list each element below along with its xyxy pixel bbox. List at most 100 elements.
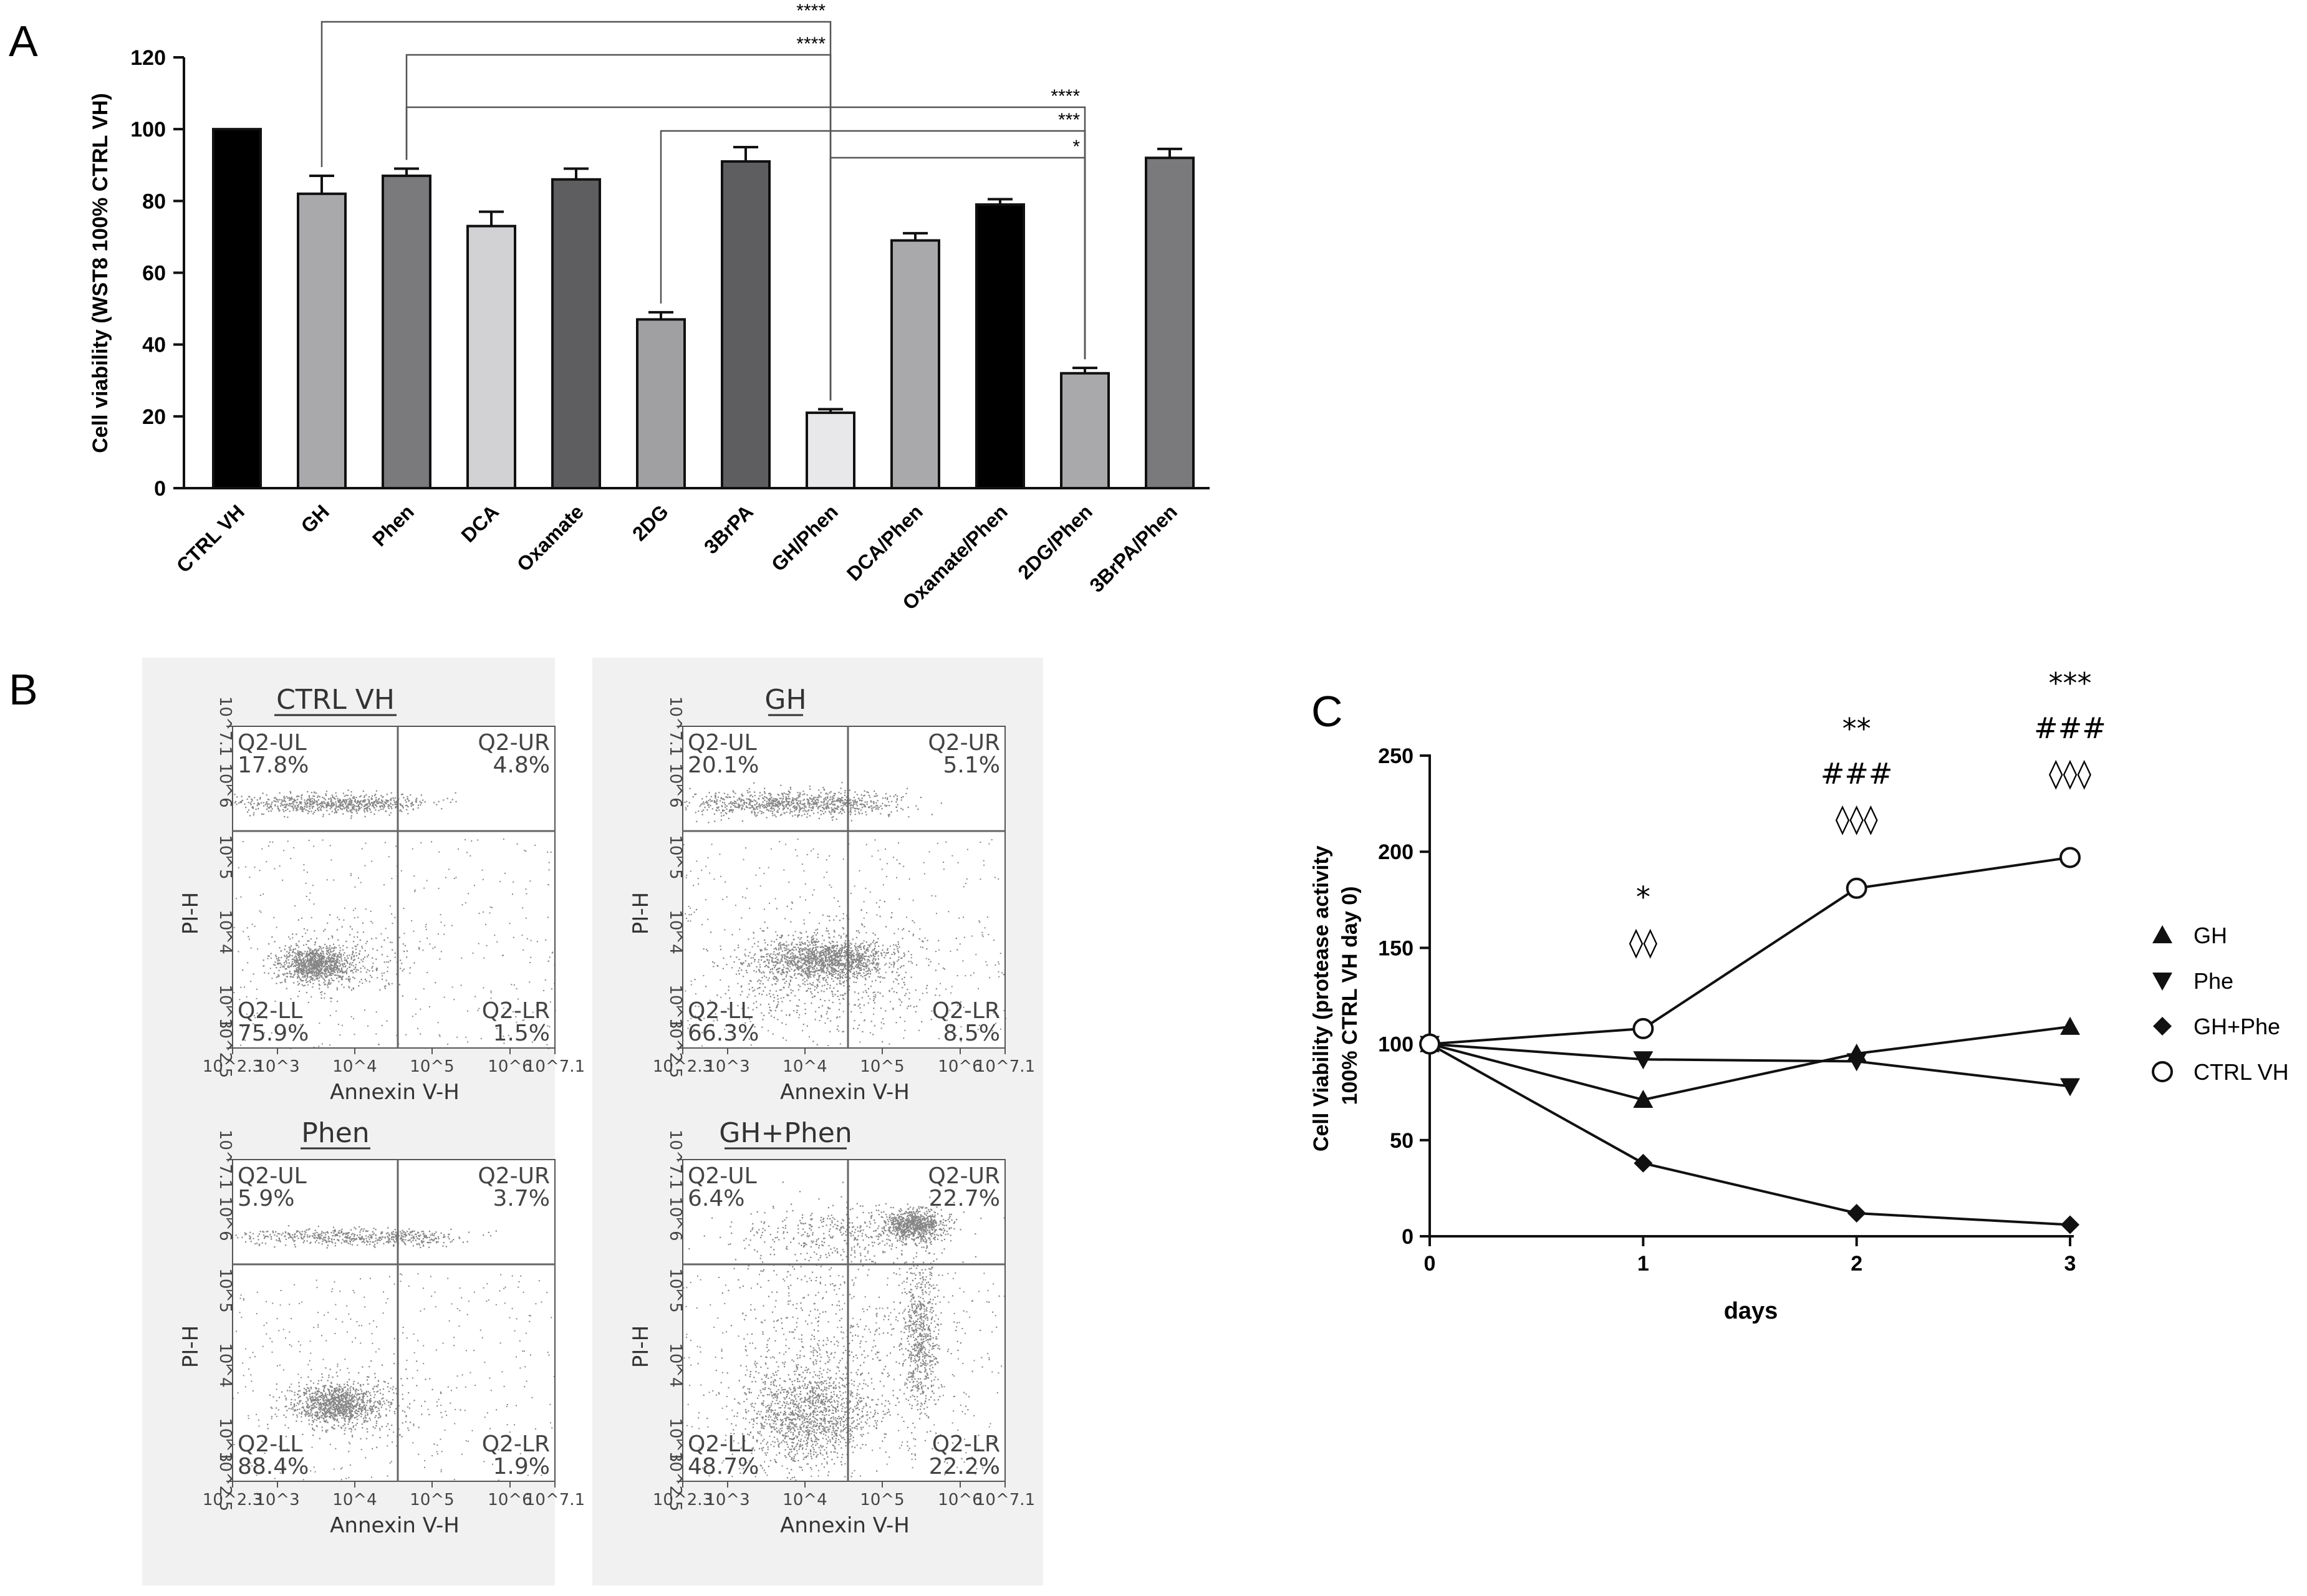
point-phe-day-2 <box>1846 1053 1867 1072</box>
y-tick-label: 10^7.1 <box>666 696 685 756</box>
x-tick-label: 10^6 <box>488 1057 532 1076</box>
x-axis-title: Annexin V-H <box>780 1513 910 1538</box>
quadrant-percent-ur: 3.7% <box>493 1186 550 1211</box>
x-tick-label-dca: DCA <box>456 500 503 546</box>
y-tick-label: 10^4 <box>216 1343 234 1387</box>
flow-panel-gap <box>555 658 592 1585</box>
quadrant-name-ur: Q2-UR <box>478 730 550 756</box>
flow-plot-title: GH+Phen <box>719 1117 852 1149</box>
y-tick-label: 10^6 <box>666 1196 685 1241</box>
plot-frame <box>682 1159 1006 1482</box>
quadrant-name-ur: Q2-UR <box>928 730 1000 756</box>
point-ctrl-vh-day-3 <box>2059 847 2081 868</box>
x-tick-label: 10^7.1 <box>525 1057 585 1076</box>
x-tick-label-ctrl-vh: CTRL VH <box>172 500 249 577</box>
quadrant-percent-ul: 5.9% <box>238 1186 294 1211</box>
x-tick-label: 10^5 <box>410 1057 454 1076</box>
bar-dca <box>466 224 516 489</box>
y-tick-label: 10^6 <box>216 1196 234 1241</box>
y-tick-label: 10^7.1 <box>216 1130 234 1190</box>
quadrant-name-ur: Q2-UR <box>478 1163 550 1189</box>
plot-area <box>233 1160 555 1481</box>
x-tick-label: 10^7.1 <box>975 1491 1035 1509</box>
bracket-label-phen-vs-gh-phen: **** <box>796 34 826 54</box>
plot-frame <box>232 726 556 1049</box>
y-tick-label: 10^7.1 <box>216 696 234 756</box>
plot-frame <box>232 1159 556 1482</box>
y-tick-label-0: 0 <box>154 477 166 501</box>
bar-ctrl-vh <box>212 128 262 489</box>
y-axis-title: PI-H <box>178 892 203 935</box>
point-gh-day-3 <box>2060 1016 2080 1035</box>
x-tick-label: 10^6 <box>938 1057 982 1076</box>
annotation-day-3-line-0: *** <box>2049 666 2092 700</box>
y-tick-label: 10^5 <box>216 1268 234 1312</box>
error-bars <box>309 145 1182 413</box>
x-axis-title: Annexin V-H <box>330 1513 460 1538</box>
bar-gh-phen <box>806 411 855 490</box>
x-tick-label-2: 2 <box>1851 1252 1862 1276</box>
plot-area <box>683 726 1005 1048</box>
series-lines <box>1429 856 2071 1226</box>
quadrant-name-lr: Q2-LR <box>482 998 550 1024</box>
annotation-day-3-line-2: ◊◊◊ <box>2049 756 2091 790</box>
y-axis-title: Cell viability (WST8 100% CTRL VH) <box>89 93 112 453</box>
quadrant-name-ul: Q2-UL <box>238 1163 307 1189</box>
y-tick-label-50: 50 <box>1390 1129 1414 1153</box>
annotation-day-3-line-1: ### <box>2034 711 2106 745</box>
line-gh <box>1429 1025 2071 1102</box>
quadrant-name-ul: Q2-UL <box>688 730 757 756</box>
quadrant-name-ur: Q2-UR <box>928 1163 1000 1189</box>
y-tick-label: 10^3 <box>216 984 234 1029</box>
legend-marker-gh-phe <box>2153 1017 2172 1036</box>
y-tick-label: 10^2.5 <box>666 1451 685 1511</box>
y-axis-title-line-2: 100% CTRL VH day 0) <box>1338 887 1362 1105</box>
x-axis-title: Annexin V-H <box>780 1080 910 1105</box>
x-tick-label-gh-phen: GH/Phen <box>767 500 842 575</box>
legend-marker-ctrl-vh <box>2152 1061 2173 1082</box>
y-tick-label: 10^6 <box>216 763 234 807</box>
y-tick-label: 10^4 <box>216 910 234 954</box>
bar-2dg <box>636 318 686 489</box>
x-tick-label: 10^3 <box>705 1491 749 1509</box>
y-tick-label-40: 40 <box>142 334 166 357</box>
quadrant-name-ll: Q2-LL <box>688 998 753 1024</box>
plot-frame <box>682 726 1006 1049</box>
quadrant-name-ll: Q2-LL <box>688 1431 753 1457</box>
y-tick-label: 10^2.5 <box>216 1018 234 1078</box>
legend-label-gh-phe: GH+Phe <box>2194 1014 2280 1039</box>
bar-3brpa <box>721 160 771 490</box>
legend-marker-gh <box>2152 925 2172 943</box>
x-tick-label-2dg: 2DG <box>628 500 673 545</box>
x-tick-label-3: 3 <box>2064 1252 2076 1276</box>
x-tick-label-1: 1 <box>1637 1252 1649 1276</box>
y-tick-label-150: 150 <box>1378 936 1414 960</box>
annotation-day-2-line-0: ** <box>1842 712 1871 746</box>
y-tick-label: 10^3 <box>216 1418 234 1462</box>
x-tick-label: 10^4 <box>783 1491 827 1509</box>
point-gh-phe-day-1 <box>1634 1153 1653 1173</box>
significance-annotations: * ◊◊ ** ### ◊◊◊ *** ### ◊◊◊ <box>1629 666 2106 959</box>
axis-ticks: 0 50 100 150 200 250 0 1 2 3 <box>1378 744 2076 1276</box>
line-phe <box>1429 1042 2071 1088</box>
quadrant-percent-ul: 17.8% <box>238 752 309 778</box>
quadrant-percent-lr: 1.5% <box>493 1021 550 1046</box>
annotation-day-1-line-1: ◊◊ <box>1629 925 1658 959</box>
flow-plot-title: Phen <box>301 1117 369 1149</box>
y-tick-label-100: 100 <box>1378 1033 1414 1057</box>
x-tick-label: 10^3 <box>255 1057 299 1076</box>
bar-3brpa-phen <box>1145 156 1195 489</box>
x-tick-label-phen: Phen <box>368 500 418 550</box>
annotation-day-1-line-0: * <box>1636 880 1650 914</box>
plot-area <box>683 1160 1005 1481</box>
series-markers <box>1419 847 2081 1234</box>
y-axis-title: PI-H <box>629 1325 653 1368</box>
y-tick-label: 10^4 <box>666 910 685 954</box>
quadrant-percent-ll: 88.4% <box>238 1454 309 1479</box>
significance-brackets: **************** <box>320 1 1086 401</box>
quadrant-name-lr: Q2-LR <box>482 1431 550 1457</box>
line-gh-phe <box>1429 1042 2071 1226</box>
